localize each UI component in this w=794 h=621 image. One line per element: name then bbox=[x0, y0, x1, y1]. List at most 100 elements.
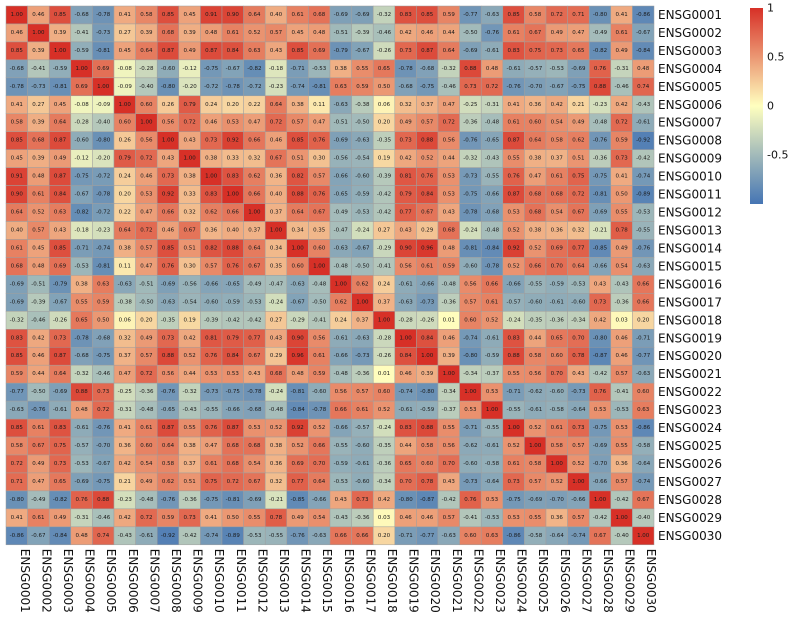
cell-value-label: 0.66 bbox=[335, 533, 348, 539]
cell-value-label: 0.54 bbox=[551, 210, 564, 216]
cell-value-label: -0.32 bbox=[442, 66, 456, 72]
cell-value-label: 0.06 bbox=[378, 102, 391, 108]
cell-value-label: -0.32 bbox=[377, 12, 391, 18]
cell-value-label: -0.73 bbox=[463, 479, 478, 485]
cell-value-label: -0.69 bbox=[463, 48, 478, 54]
cell-value-label: -0.26 bbox=[420, 317, 435, 323]
cell-value-label: 0.57 bbox=[615, 479, 628, 485]
cell-value-label: 0.64 bbox=[140, 48, 153, 54]
cell-value-label: -0.59 bbox=[226, 299, 241, 305]
row-label: ENSG0029 bbox=[658, 511, 722, 525]
cell-value-label: -0.78 bbox=[485, 263, 500, 269]
cell-value-label: 0.42 bbox=[119, 515, 131, 521]
cell-value-label: 0.78 bbox=[270, 515, 283, 521]
cell-value-label: 0.60 bbox=[464, 533, 477, 539]
cell-value-label: 0.45 bbox=[11, 156, 24, 162]
cell-value-label: 0.68 bbox=[529, 192, 542, 198]
cell-value-label: -0.28 bbox=[377, 335, 392, 341]
cell-value-label: 0.76 bbox=[162, 263, 175, 269]
cell-value-label: 1.00 bbox=[97, 84, 110, 90]
cell-value-label: -0.66 bbox=[334, 353, 349, 359]
cell-value-label: 0.62 bbox=[335, 299, 347, 305]
cell-value-label: -0.76 bbox=[485, 30, 500, 36]
cell-value-label: 0.61 bbox=[507, 120, 519, 126]
cell-value-label: 0.72 bbox=[615, 120, 627, 126]
cell-value-label: 0.32 bbox=[270, 479, 282, 485]
cell-value-label: 0.43 bbox=[270, 335, 283, 341]
cell-value-label: 0.72 bbox=[140, 371, 152, 377]
cell-value-label: 0.61 bbox=[507, 30, 519, 36]
cell-value-label: -0.74 bbox=[636, 174, 651, 180]
cell-value-label: -0.46 bbox=[96, 371, 111, 377]
cell-value-label: 0.47 bbox=[205, 443, 218, 449]
cell-value-label: -0.43 bbox=[485, 156, 500, 162]
cell-value-label: -0.53 bbox=[355, 210, 370, 216]
cell-value-label: 0.11 bbox=[313, 102, 325, 108]
cell-value-label: 0.20 bbox=[119, 192, 132, 198]
cell-value-label: 1.00 bbox=[183, 156, 196, 162]
cell-value-label: 0.52 bbox=[529, 425, 541, 431]
cell-value-label: -0.47 bbox=[269, 281, 284, 287]
cell-value-label: 0.39 bbox=[54, 30, 67, 36]
cell-value-label: 0.76 bbox=[594, 66, 607, 72]
cell-value-label: 0.46 bbox=[32, 12, 45, 18]
cell-value-label: -0.76 bbox=[31, 407, 46, 413]
cell-value-label: 1.00 bbox=[54, 48, 67, 54]
cell-value-label: 0.32 bbox=[183, 210, 195, 216]
row-label: ENSG0015 bbox=[658, 259, 722, 273]
cell-value-label: 0.57 bbox=[464, 299, 477, 305]
cell-value-label: -0.58 bbox=[550, 407, 565, 413]
cell-value-label: -0.63 bbox=[636, 263, 651, 269]
cell-value-label: -0.54 bbox=[182, 299, 197, 305]
cell-value-label: -0.67 bbox=[74, 192, 89, 198]
cell-value-label: 0.46 bbox=[615, 353, 628, 359]
row-label: ENSG0001 bbox=[658, 8, 722, 22]
cell-value-label: -0.39 bbox=[377, 174, 392, 180]
cell-value-label: 0.42 bbox=[378, 497, 390, 503]
heatmap-cell bbox=[632, 526, 655, 546]
cell-value-label: -0.20 bbox=[96, 156, 111, 162]
cell-value-label: -0.57 bbox=[528, 66, 543, 72]
cell-value-label: 0.48 bbox=[443, 245, 456, 251]
cell-value-label: -0.48 bbox=[139, 497, 154, 503]
cell-value-label: -0.80 bbox=[420, 389, 435, 395]
cell-value-label: 0.49 bbox=[140, 335, 153, 341]
cell-value-label: -0.69 bbox=[10, 281, 25, 287]
cell-value-label: 0.43 bbox=[572, 371, 585, 377]
cell-value-label: -0.68 bbox=[74, 353, 89, 359]
cell-value-label: -0.68 bbox=[74, 12, 89, 18]
cell-value-label: 0.72 bbox=[227, 479, 239, 485]
cell-value-label: -0.36 bbox=[377, 461, 392, 467]
cell-value-label: -0.68 bbox=[420, 66, 435, 72]
cell-value-label: -0.67 bbox=[31, 533, 46, 539]
cell-value-label: -0.42 bbox=[377, 192, 391, 198]
cell-value-label: 0.61 bbox=[140, 425, 152, 431]
cell-value-label: -0.69 bbox=[593, 210, 608, 216]
cell-value-label: -0.67 bbox=[355, 48, 370, 54]
cell-value-label: -0.59 bbox=[420, 407, 435, 413]
cell-value-label: -0.32 bbox=[74, 371, 88, 377]
row-label: ENSG0020 bbox=[658, 349, 722, 363]
cell-value-label: -0.55 bbox=[334, 443, 349, 449]
cell-value-label: 0.55 bbox=[507, 371, 520, 377]
cell-value-label: -0.65 bbox=[334, 192, 349, 198]
row-label: ENSG0026 bbox=[658, 457, 722, 471]
cell-value-label: -0.59 bbox=[53, 66, 68, 72]
cell-value-label: 0.66 bbox=[529, 263, 542, 269]
cell-value-label: -0.85 bbox=[593, 245, 608, 251]
cell-value-label: 0.58 bbox=[11, 120, 24, 126]
cell-value-label: 0.46 bbox=[162, 228, 175, 234]
cell-value-label: 0.34 bbox=[270, 245, 283, 251]
cell-value-label: 0.53 bbox=[443, 192, 456, 198]
cell-value-label: -0.77 bbox=[636, 353, 651, 359]
cell-value-label: 0.73 bbox=[399, 48, 412, 54]
cell-value-label: -0.87 bbox=[593, 353, 608, 359]
cell-value-label: 0.75 bbox=[529, 48, 542, 54]
column-label: ENSG0025 bbox=[536, 549, 550, 613]
cell-value-label: 0.77 bbox=[399, 210, 412, 216]
cell-value-label: -0.61 bbox=[506, 66, 520, 72]
cell-value-label: -0.57 bbox=[506, 299, 521, 305]
cell-value-label: -0.57 bbox=[74, 443, 89, 449]
cell-value-label: -0.32 bbox=[182, 389, 196, 395]
cell-value-label: -0.65 bbox=[226, 281, 241, 287]
